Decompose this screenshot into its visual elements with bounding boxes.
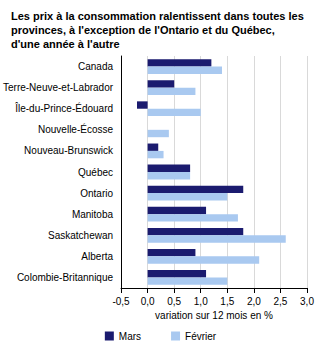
svg-text:Février: Février: [185, 331, 217, 342]
svg-text:Colombie-Britannique: Colombie-Britannique: [17, 272, 114, 283]
svg-text:1,5: 1,5: [220, 296, 234, 307]
svg-text:1,0: 1,0: [194, 296, 208, 307]
svg-text:0,0: 0,0: [141, 296, 155, 307]
svg-text:variation sur 12 mois en %: variation sur 12 mois en %: [155, 310, 273, 321]
svg-text:0,5: 0,5: [167, 296, 181, 307]
svg-text:Nouvelle-Écosse: Nouvelle-Écosse: [38, 123, 113, 135]
svg-text:Les prix à la consommation ral: Les prix à la consommation ralentissent …: [11, 10, 307, 22]
svg-text:Saskatchewan: Saskatchewan: [48, 230, 113, 241]
svg-text:Canada: Canada: [78, 61, 113, 72]
svg-text:d'une année à l'autre: d'une année à l'autre: [11, 38, 120, 50]
svg-text:Québec: Québec: [78, 167, 113, 178]
svg-text:Manitoba: Manitoba: [72, 209, 114, 220]
svg-text:Île-du-Prince-Édouard: Île-du-Prince-Édouard: [14, 102, 113, 114]
svg-text:2,5: 2,5: [273, 296, 287, 307]
svg-text:2,0: 2,0: [247, 296, 261, 307]
svg-text:provinces, à l'exception de l': provinces, à l'exception de l'Ontario et…: [11, 24, 278, 36]
svg-text:Alberta: Alberta: [81, 251, 113, 262]
svg-text:Terre-Neuve-et-Labrador: Terre-Neuve-et-Labrador: [3, 82, 114, 93]
svg-text:3,0: 3,0: [300, 296, 314, 307]
svg-text:Ontario: Ontario: [80, 188, 113, 199]
svg-text:-0,5: -0,5: [112, 296, 130, 307]
svg-text:Nouveau-Brunswick: Nouveau-Brunswick: [24, 145, 114, 156]
svg-text:Mars: Mars: [119, 331, 141, 342]
